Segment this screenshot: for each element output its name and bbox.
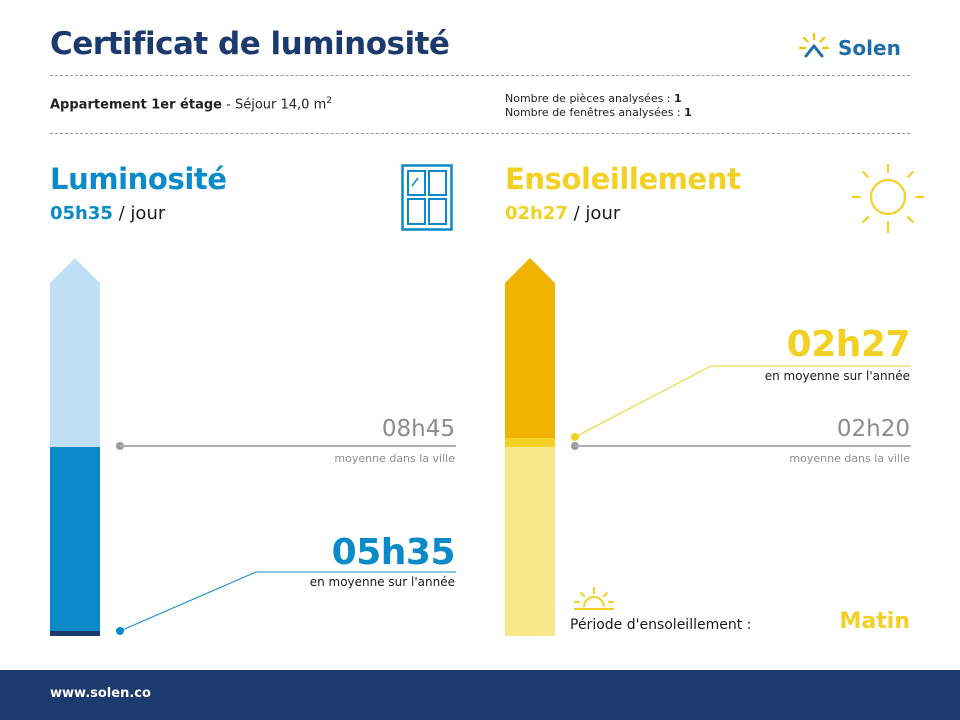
luminosite-bar-fill [50, 447, 100, 635]
ensoleillement-bar-fill [505, 258, 555, 439]
luminosite-city-value: 08h45 [381, 416, 455, 442]
rooms-label: Nombre de pièces analysées : [505, 92, 671, 105]
room-label: Séjour 14,0 m [234, 97, 327, 113]
luminosite-city-line [116, 442, 456, 450]
divider [50, 133, 910, 134]
luminosite-bar [50, 258, 100, 636]
analysis-stats: Nombre de pièces analysées : 1 Nombre de… [505, 92, 692, 120]
ensoleillement-daily: 02h27 / jour [505, 203, 620, 224]
luminosite-title: Luminosité [50, 162, 227, 196]
brand-name: Solen [838, 36, 901, 60]
property-separator: - [221, 97, 235, 113]
ensoleillement-city-value: 02h20 [836, 416, 910, 442]
ensoleillement-annual-line [571, 365, 911, 441]
ensoleillement-annual-caption: en moyenne sur l'année [764, 369, 910, 383]
period-label: Période d'ensoleillement : [570, 617, 752, 633]
period-value: Matin [839, 609, 910, 634]
window-icon [401, 164, 453, 231]
sun-icon [851, 163, 925, 234]
luminosite-bar-base [50, 631, 100, 636]
windows-label: Nombre de fenêtres analysées : [505, 106, 681, 119]
per-day-label: / jour [112, 203, 166, 224]
sunrise-icon [574, 587, 614, 610]
rooms-value: 1 [674, 92, 682, 105]
solen-logo-icon [798, 32, 830, 58]
luminosite-city-caption: moyenne dans la ville [334, 452, 455, 465]
luminosite-daily: 05h35 / jour [50, 203, 165, 224]
luminosite-annual-caption: en moyenne sur l'année [309, 575, 455, 589]
page-title: Certificat de luminosité [50, 26, 450, 62]
luminosite-annual-value: 05h35 [331, 532, 456, 573]
luminosite-annual-line [116, 571, 456, 635]
footer-link[interactable]: www.solen.co [50, 686, 151, 701]
property-description: Appartement 1er étage - Séjour 14,0 m2 [50, 96, 332, 112]
ensoleillement-bar-marker [505, 438, 555, 448]
ensoleillement-title: Ensoleillement [505, 162, 741, 196]
luminosite-bar-range [50, 258, 100, 448]
ensoleillement-annual-value: 02h27 [786, 324, 911, 365]
luminosite-daily-value: 05h35 [50, 203, 113, 224]
windows-value: 1 [684, 106, 692, 119]
property-label: Appartement 1er étage [50, 97, 222, 113]
ensoleillement-city-line [571, 442, 911, 450]
area-superscript: 2 [326, 96, 332, 106]
per-day-label: / jour [567, 203, 621, 224]
ensoleillement-city-caption: moyenne dans la ville [789, 452, 910, 465]
ensoleillement-bar [505, 258, 555, 636]
ensoleillement-daily-value: 02h27 [505, 203, 568, 224]
ensoleillement-bar-range [505, 447, 555, 636]
footer-bar [0, 670, 960, 720]
divider [50, 75, 910, 76]
